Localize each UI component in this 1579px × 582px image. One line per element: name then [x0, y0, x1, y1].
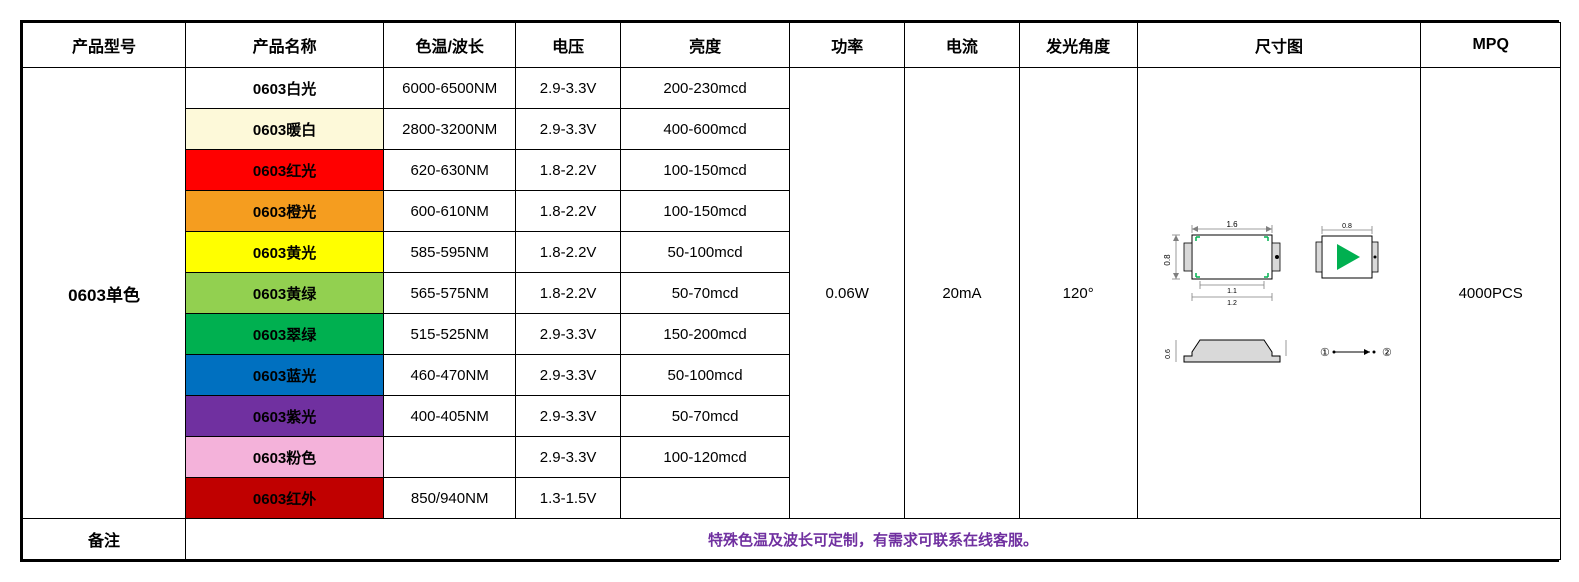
- header-bright: 亮度: [620, 23, 789, 68]
- wave-cell: 620-630NM: [384, 150, 516, 191]
- bright-cell: 50-70mcd: [620, 396, 789, 437]
- name-cell: 0603暖白: [186, 109, 384, 150]
- wave-cell: 515-525NM: [384, 314, 516, 355]
- header-current: 电流: [905, 23, 1020, 68]
- svg-text:1.1: 1.1: [1227, 288, 1237, 295]
- bright-cell: 50-70mcd: [620, 273, 789, 314]
- name-cell: 0603橙光: [186, 191, 384, 232]
- bright-cell: [620, 478, 789, 519]
- svg-text:0.8: 0.8: [1163, 254, 1172, 266]
- volt-cell: 2.9-3.3V: [516, 396, 621, 437]
- size-diagram: 1.6 0.8 1.1 1.2 0.8: [1137, 68, 1421, 519]
- name-cell: 0603蓝光: [186, 355, 384, 396]
- volt-cell: 2.9-3.3V: [516, 68, 621, 109]
- name-cell: 0603红外: [186, 478, 384, 519]
- svg-text:0.6: 0.6: [1165, 349, 1172, 359]
- power-cell: 0.06W: [790, 68, 905, 519]
- bright-cell: 50-100mcd: [620, 232, 789, 273]
- svg-text:②: ②: [1382, 347, 1392, 359]
- footer-row: 备注 特殊色温及波长可定制，有需求可联系在线客服。: [23, 519, 1561, 560]
- name-cell: 0603黄光: [186, 232, 384, 273]
- header-wave: 色温/波长: [384, 23, 516, 68]
- volt-cell: 1.8-2.2V: [516, 273, 621, 314]
- header-name: 产品名称: [186, 23, 384, 68]
- bright-cell: 100-120mcd: [620, 437, 789, 478]
- wave-cell: 6000-6500NM: [384, 68, 516, 109]
- header-power: 功率: [790, 23, 905, 68]
- header-size: 尺寸图: [1137, 23, 1421, 68]
- bright-cell: 150-200mcd: [620, 314, 789, 355]
- volt-cell: 1.3-1.5V: [516, 478, 621, 519]
- wave-cell: [384, 437, 516, 478]
- size-diagram-svg: 1.6 0.8 1.1 1.2 0.8: [1157, 208, 1402, 378]
- wave-cell: 600-610NM: [384, 191, 516, 232]
- bright-cell: 100-150mcd: [620, 191, 789, 232]
- name-cell: 0603白光: [186, 68, 384, 109]
- mpq-cell: 4000PCS: [1421, 68, 1561, 519]
- volt-cell: 2.9-3.3V: [516, 314, 621, 355]
- volt-cell: 1.8-2.2V: [516, 232, 621, 273]
- wave-cell: 2800-3200NM: [384, 109, 516, 150]
- name-cell: 0603红光: [186, 150, 384, 191]
- wave-cell: 400-405NM: [384, 396, 516, 437]
- bright-cell: 100-150mcd: [620, 150, 789, 191]
- name-cell: 0603粉色: [186, 437, 384, 478]
- model-cell: 0603单色: [23, 68, 186, 519]
- footer-label: 备注: [23, 519, 186, 560]
- header-volt: 电压: [516, 23, 621, 68]
- wave-cell: 565-575NM: [384, 273, 516, 314]
- header-mpq: MPQ: [1421, 23, 1561, 68]
- angle-cell: 120°: [1019, 68, 1137, 519]
- svg-text:1.2: 1.2: [1227, 300, 1237, 307]
- name-cell: 0603翠绿: [186, 314, 384, 355]
- svg-text:0.8: 0.8: [1342, 223, 1352, 230]
- wave-cell: 585-595NM: [384, 232, 516, 273]
- spec-table: 产品型号 产品名称 色温/波长 电压 亮度 功率 电流 发光角度 尺寸图 MPQ…: [22, 22, 1561, 560]
- wave-cell: 850/940NM: [384, 478, 516, 519]
- svg-text:①: ①: [1320, 347, 1330, 359]
- volt-cell: 2.9-3.3V: [516, 109, 621, 150]
- volt-cell: 1.8-2.2V: [516, 150, 621, 191]
- footer-note: 特殊色温及波长可定制，有需求可联系在线客服。: [186, 519, 1561, 560]
- svg-text:1.6: 1.6: [1226, 220, 1238, 229]
- current-cell: 20mA: [905, 68, 1020, 519]
- bright-cell: 400-600mcd: [620, 109, 789, 150]
- bright-cell: 50-100mcd: [620, 355, 789, 396]
- volt-cell: 1.8-2.2V: [516, 191, 621, 232]
- header-row: 产品型号 产品名称 色温/波长 电压 亮度 功率 电流 发光角度 尺寸图 MPQ: [23, 23, 1561, 68]
- wave-cell: 460-470NM: [384, 355, 516, 396]
- header-model: 产品型号: [23, 23, 186, 68]
- name-cell: 0603紫光: [186, 396, 384, 437]
- volt-cell: 2.9-3.3V: [516, 355, 621, 396]
- table-row: 0603单色0603白光6000-6500NM2.9-3.3V200-230mc…: [23, 68, 1561, 109]
- bright-cell: 200-230mcd: [620, 68, 789, 109]
- name-cell: 0603黄绿: [186, 273, 384, 314]
- volt-cell: 2.9-3.3V: [516, 437, 621, 478]
- header-angle: 发光角度: [1019, 23, 1137, 68]
